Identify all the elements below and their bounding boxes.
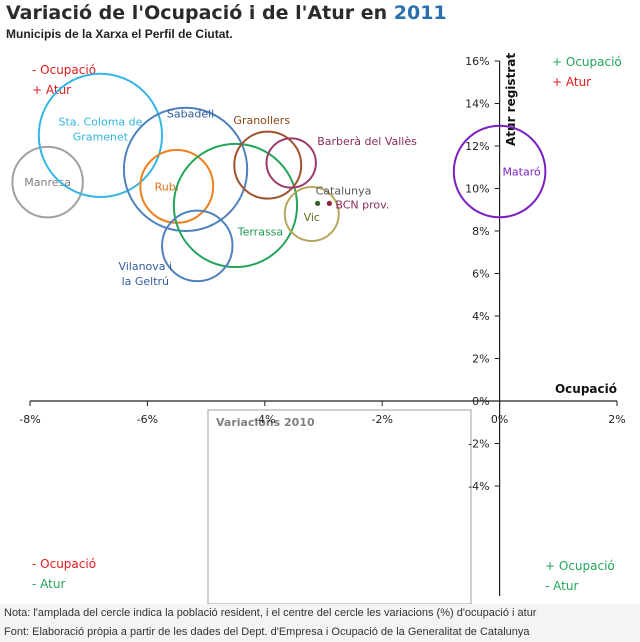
quadrant-label-bottom-left: - Ocupació bbox=[32, 557, 96, 571]
quadrant-label-top-right: + Ocupació bbox=[552, 55, 622, 69]
bubble-vic bbox=[283, 185, 340, 243]
quadrant-label-bottom-right: + Ocupació bbox=[545, 559, 615, 573]
point-label: BCN prov. bbox=[335, 198, 389, 211]
page-subtitle: Municipis de la Xarxa el Perfil de Ciuta… bbox=[6, 27, 233, 41]
bubble-label: la Geltrú bbox=[122, 275, 169, 288]
title-prefix: Variació de l'Ocupació i de l'Atur en bbox=[6, 2, 394, 24]
bubble-label: Vilanova i bbox=[118, 260, 172, 273]
quadrant-label-bottom-right: - Atur bbox=[545, 579, 578, 593]
bubble-granollers bbox=[233, 130, 303, 200]
x-axis-title: Ocupació bbox=[555, 382, 617, 396]
bubble-label: Manresa bbox=[24, 176, 71, 189]
y-tick-label: 6% bbox=[472, 268, 489, 281]
quadrant-label-top-left: - Ocupació bbox=[32, 63, 96, 77]
y-tick-label: 14% bbox=[465, 98, 489, 111]
footer-note: Nota: l'amplada del cercle indica la pob… bbox=[4, 607, 537, 619]
bubble-label: Granollers bbox=[233, 114, 290, 127]
bubble-label: Vic bbox=[304, 211, 320, 224]
bubble-sabadell bbox=[122, 106, 249, 233]
footer: Nota: l'amplada del cercle indica la pob… bbox=[0, 604, 640, 642]
bubble-label: Rubí bbox=[155, 180, 180, 193]
bubble-label: Sabadell bbox=[167, 107, 214, 120]
bubble-manresa bbox=[11, 145, 84, 219]
page-title: Variació de l'Ocupació i de l'Atur en 20… bbox=[6, 2, 447, 24]
y-axis-title: Atur registrat bbox=[504, 53, 518, 146]
quadrant-label-bottom-left: - Atur bbox=[32, 577, 65, 591]
y-tick-label: 4% bbox=[472, 310, 489, 323]
bubble-sta-coloma-de-gramenet bbox=[37, 72, 164, 199]
bubble-matar- bbox=[452, 124, 547, 219]
point-catalunya bbox=[315, 200, 321, 206]
bubble-label: Barberà del Vallès bbox=[317, 135, 417, 148]
point-label: Catalunya bbox=[316, 184, 372, 197]
y-tick-label: -2% bbox=[468, 438, 489, 451]
y-tick-label: 10% bbox=[465, 183, 489, 196]
bubble-label: Gramenet bbox=[73, 130, 129, 143]
x-tick-label: 0% bbox=[491, 413, 508, 426]
bubble-label: Mataró bbox=[502, 166, 541, 179]
quadrant-label-top-right: + Atur bbox=[552, 75, 591, 89]
x-tick-label: -6% bbox=[137, 413, 158, 426]
inset-title: Variacions 2010 bbox=[216, 416, 315, 429]
x-tick-label: -2% bbox=[371, 413, 392, 426]
y-tick-label: 0% bbox=[472, 395, 489, 408]
bubble-chart: Variacions 2010-8% -6% -4% -2% 0% 2%-4%-2%0%2… bbox=[11, 53, 626, 604]
x-tick-label: 2% bbox=[608, 413, 625, 426]
bubble-terrassa bbox=[172, 142, 299, 269]
inset-box bbox=[207, 409, 472, 604]
y-tick-label: -4% bbox=[468, 480, 489, 493]
bubble-label: Sta. Coloma de bbox=[58, 115, 142, 128]
y-tick-label: 8% bbox=[472, 225, 489, 238]
y-tick-label: 2% bbox=[472, 353, 489, 366]
x-tick-label: -4% bbox=[254, 413, 275, 426]
y-tick-label: 12% bbox=[465, 140, 489, 153]
bubble-vilanova-i-la-geltr- bbox=[161, 209, 234, 283]
title-year: 2011 bbox=[393, 2, 447, 24]
bubble-label: Terrassa bbox=[237, 226, 283, 239]
y-tick-label: 16% bbox=[465, 55, 489, 68]
bubble-barber-del-vall-s bbox=[265, 137, 317, 189]
x-tick-label: -8% bbox=[19, 413, 40, 426]
point-bcn-prov- bbox=[326, 200, 332, 206]
footer-source: Font: Elaboració pròpia a partir de les … bbox=[4, 626, 530, 638]
header: Variació de l'Ocupació i de l'Atur en 20… bbox=[0, 0, 640, 46]
